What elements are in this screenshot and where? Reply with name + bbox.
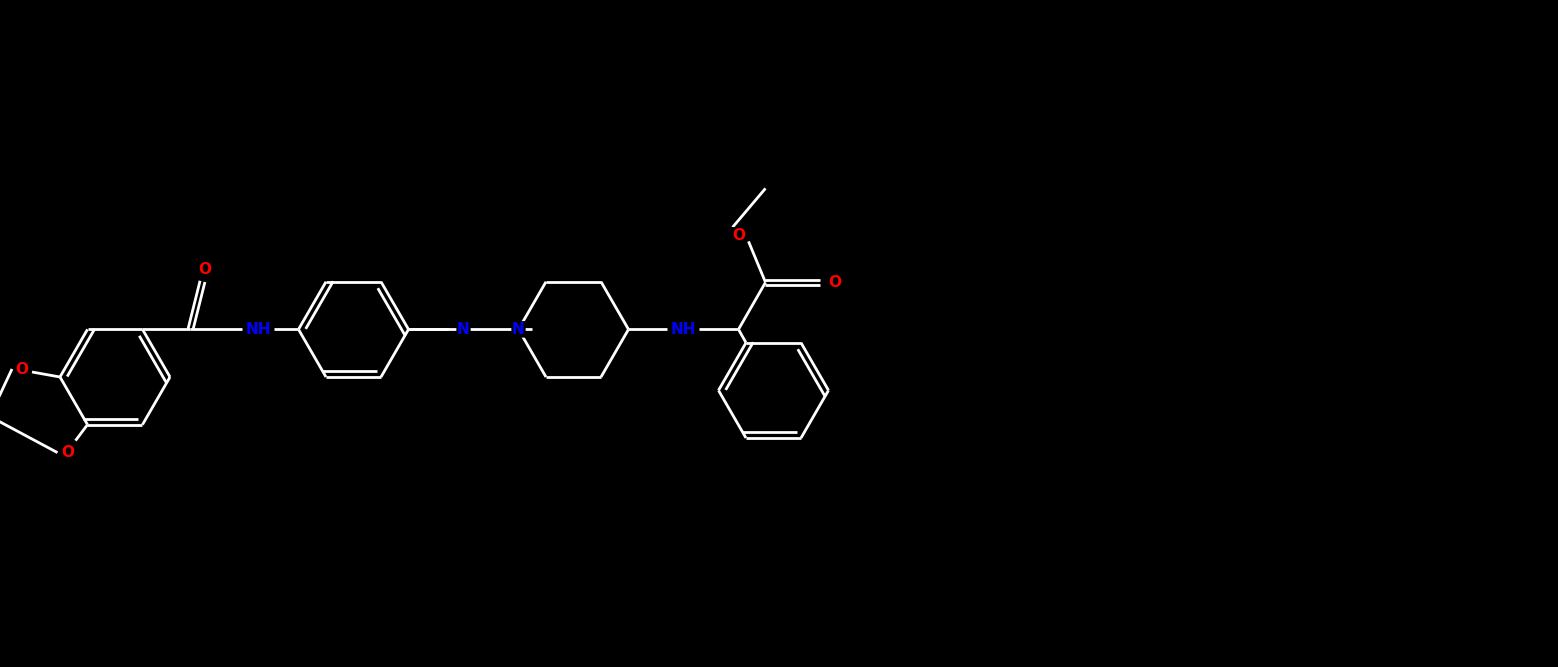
Text: O: O [827,275,841,290]
Text: N: N [513,322,525,337]
Text: NH: NH [671,322,696,337]
Text: O: O [61,445,73,460]
Text: O: O [198,262,210,277]
Text: NH: NH [246,322,271,337]
Text: O: O [16,362,28,376]
Text: O: O [732,228,745,243]
Text: N: N [456,322,471,337]
